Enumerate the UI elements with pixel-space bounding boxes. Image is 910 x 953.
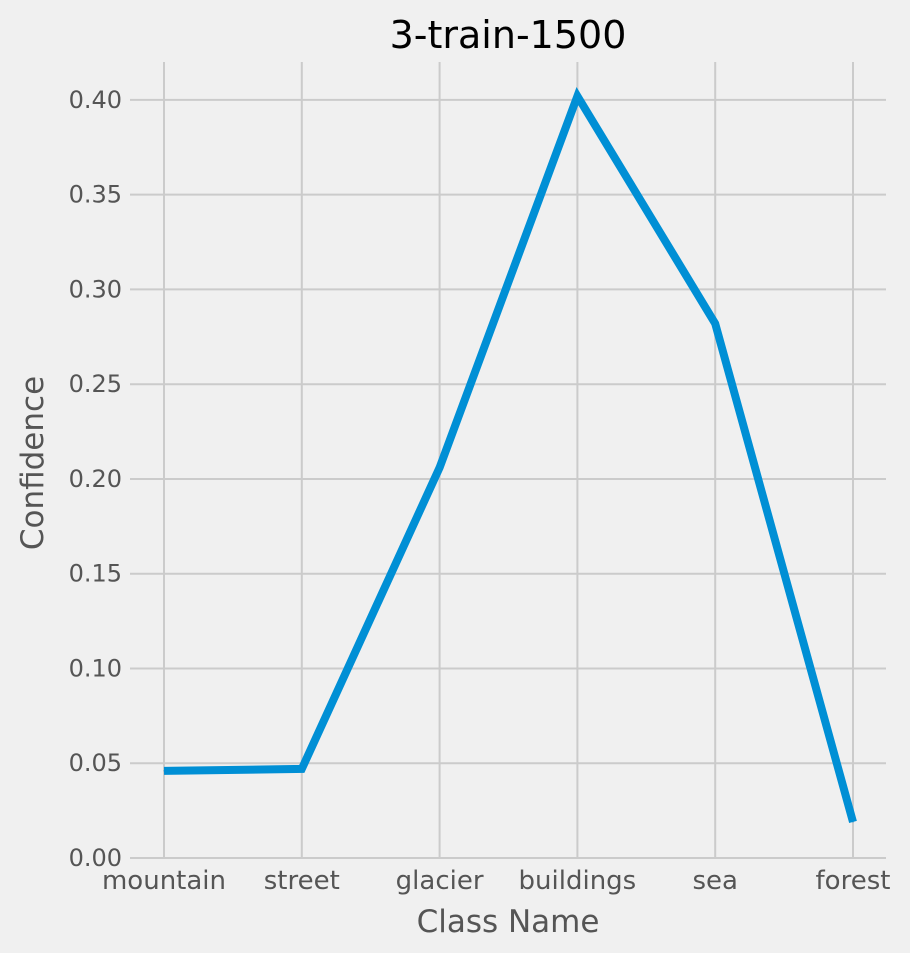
y-tick-label: 0.35 <box>69 181 122 209</box>
series-group <box>163 86 857 824</box>
y-tick-label: 0.25 <box>69 370 122 398</box>
y-tick-label: 0.10 <box>69 654 122 682</box>
data-point-street <box>301 768 303 770</box>
x-axis-label: Class Name <box>417 904 600 940</box>
grid-lines <box>130 62 886 859</box>
y-tick-label: 0.30 <box>69 275 122 303</box>
x-tick-label: sea <box>692 866 737 896</box>
x-tick-label: glacier <box>396 866 484 896</box>
y-tick-labels: 0.00 0.05 0.10 0.15 0.20 0.25 0.30 0.35 0.40 <box>69 86 122 872</box>
data-point-sea <box>714 323 716 325</box>
x-tick-label: mountain <box>102 866 226 896</box>
x-tick-labels: mountain street glacier buildings sea forest <box>102 866 890 896</box>
y-axis-label: Confidence <box>15 376 51 550</box>
x-tick-label: forest <box>816 866 891 896</box>
data-point-glacier <box>439 467 441 469</box>
data-point-forest <box>852 821 854 823</box>
data-point-mountain <box>163 770 165 772</box>
x-tick-label: buildings <box>519 866 637 896</box>
y-tick-label: 0.40 <box>69 86 122 114</box>
series-line <box>163 86 857 824</box>
y-tick-label: 0.20 <box>69 465 122 493</box>
y-tick-label: 0.15 <box>69 560 122 588</box>
y-tick-label: 0.05 <box>69 749 122 777</box>
y-tick-label: 0.00 <box>69 844 122 872</box>
chart-title: 3-train-1500 <box>390 13 627 57</box>
x-tick-label: street <box>264 866 340 896</box>
data-point-buildings <box>576 95 578 97</box>
